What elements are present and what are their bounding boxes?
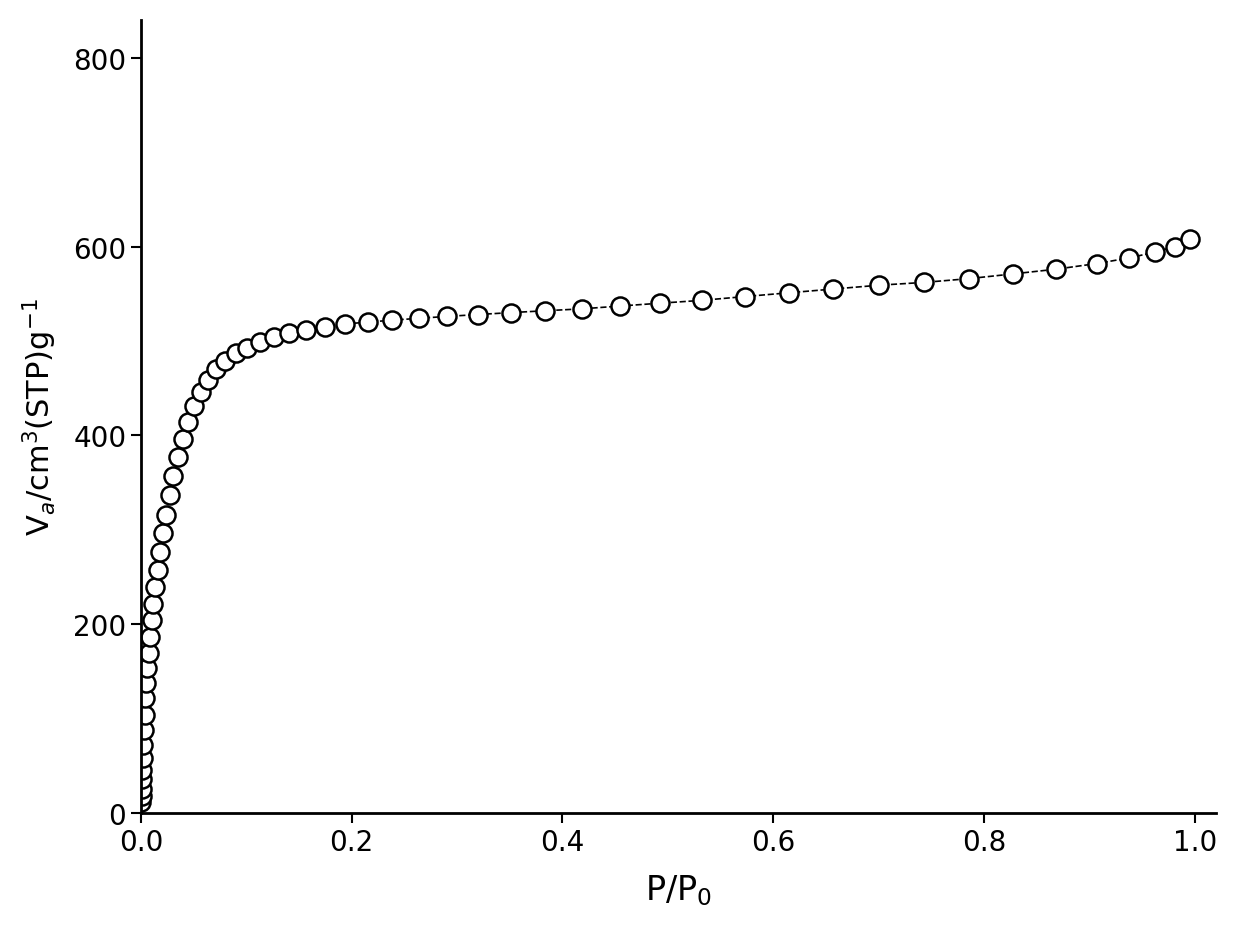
X-axis label: P/P$_0$: P/P$_0$ (645, 872, 712, 908)
Y-axis label: V$_a$/cm$^3$(STP)g$^{-1}$: V$_a$/cm$^3$(STP)g$^{-1}$ (21, 298, 60, 535)
